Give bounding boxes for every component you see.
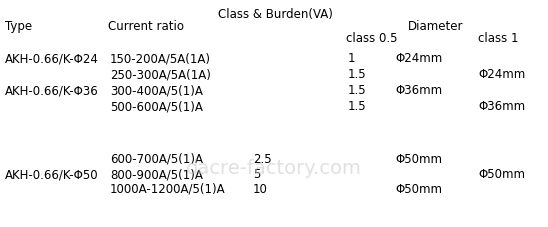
Text: AKH-0.66/K-Φ50: AKH-0.66/K-Φ50 xyxy=(5,168,99,181)
Text: 10: 10 xyxy=(253,183,268,196)
Text: Φ36mm: Φ36mm xyxy=(478,100,525,113)
Text: 1000A-1200A/5(1)A: 1000A-1200A/5(1)A xyxy=(110,183,226,196)
Text: 600-700A/5(1)A: 600-700A/5(1)A xyxy=(110,153,203,166)
Text: Type: Type xyxy=(5,20,32,33)
Text: Diameter: Diameter xyxy=(408,20,464,33)
Text: Current ratio: Current ratio xyxy=(108,20,184,33)
Text: Φ24mm: Φ24mm xyxy=(395,52,442,65)
Text: 1.5: 1.5 xyxy=(348,84,367,97)
Text: Φ24mm: Φ24mm xyxy=(478,68,525,81)
Text: dacre-factory.com: dacre-factory.com xyxy=(186,158,362,178)
Text: 1.5: 1.5 xyxy=(348,100,367,113)
Text: Φ50mm: Φ50mm xyxy=(395,153,442,166)
Text: 2.5: 2.5 xyxy=(253,153,272,166)
Text: Φ50mm: Φ50mm xyxy=(478,168,525,181)
Text: 1: 1 xyxy=(348,52,356,65)
Text: 250-300A/5A(1A): 250-300A/5A(1A) xyxy=(110,68,211,81)
Text: Φ36mm: Φ36mm xyxy=(395,84,442,97)
Text: 1.5: 1.5 xyxy=(348,68,367,81)
Text: 5: 5 xyxy=(253,168,260,181)
Text: class 0.5: class 0.5 xyxy=(346,32,397,45)
Text: class 1: class 1 xyxy=(478,32,518,45)
Text: 500-600A/5(1)A: 500-600A/5(1)A xyxy=(110,100,203,113)
Text: AKH-0.66/K-Φ36: AKH-0.66/K-Φ36 xyxy=(5,84,99,97)
Text: AKH-0.66/K-Φ24: AKH-0.66/K-Φ24 xyxy=(5,52,99,65)
Text: 800-900A/5(1)A: 800-900A/5(1)A xyxy=(110,168,203,181)
Text: 150-200A/5A(1A): 150-200A/5A(1A) xyxy=(110,52,211,65)
Text: 300-400A/5(1)A: 300-400A/5(1)A xyxy=(110,84,203,97)
Text: Φ50mm: Φ50mm xyxy=(395,183,442,196)
Text: Class & Burden(VA): Class & Burden(VA) xyxy=(218,8,333,21)
